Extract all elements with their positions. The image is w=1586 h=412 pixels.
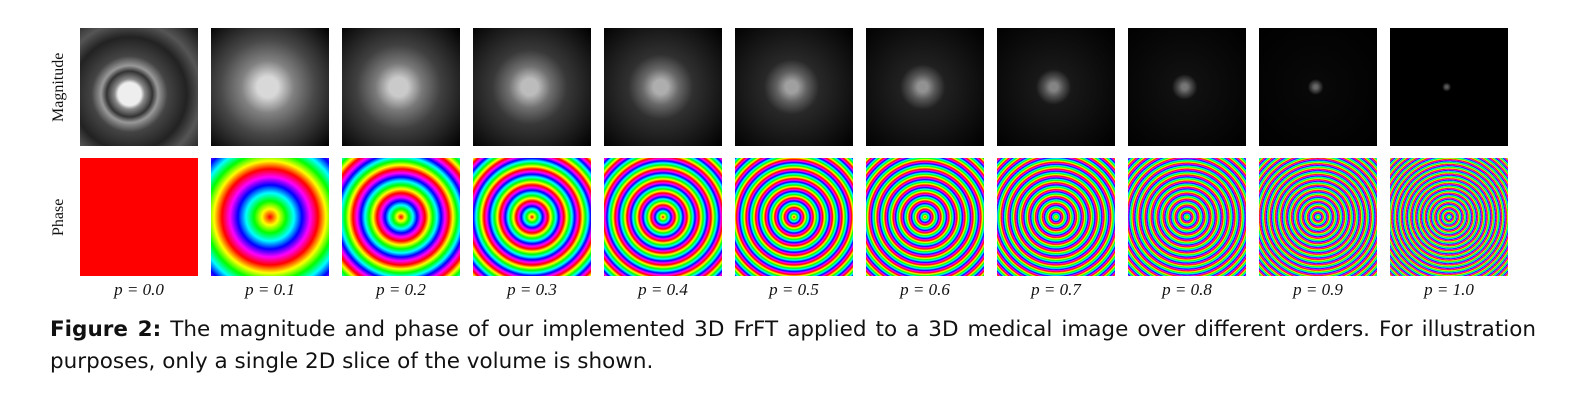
row-label: Phase [50, 198, 67, 236]
magnitude-image [866, 28, 984, 146]
column-label: p = 0.7 [1031, 280, 1081, 299]
column-label: p = 0.4 [638, 280, 688, 299]
phase-image [1259, 158, 1377, 276]
phase-image [997, 158, 1115, 276]
magnitude-image [211, 28, 329, 146]
row-label: Magnitude [50, 52, 67, 122]
magnitude-image [1128, 28, 1246, 146]
column-label: p = 0.6 [900, 280, 950, 299]
caption-label: Figure 2: [50, 317, 162, 342]
column-label: p = 0.3 [507, 280, 557, 299]
phase-image [473, 158, 591, 276]
phase-image [604, 158, 722, 276]
caption-text: The magnitude and phase of our implement… [50, 317, 1536, 374]
magnitude-image [80, 28, 198, 146]
phase-image [735, 158, 853, 276]
phase-image [1128, 158, 1246, 276]
column-label: p = 0.2 [376, 280, 426, 299]
magnitude-image [342, 28, 460, 146]
caption: Figure 2: The magnitude and phase of our… [50, 314, 1536, 378]
column-label: p = 0.0 [114, 280, 164, 299]
column-label: p = 0.1 [245, 280, 295, 299]
magnitude-image [473, 28, 591, 146]
column-label: p = 1.0 [1424, 280, 1474, 299]
phase-image [866, 158, 984, 276]
magnitude-image [1259, 28, 1377, 146]
column-label: p = 0.9 [1293, 280, 1343, 299]
magnitude-image [735, 28, 853, 146]
magnitude-image [997, 28, 1115, 146]
magnitude-image [604, 28, 722, 146]
phase-image [342, 158, 460, 276]
magnitude-image [1390, 28, 1508, 146]
column-label: p = 0.5 [769, 280, 819, 299]
column-label: p = 0.8 [1162, 280, 1212, 299]
phase-image [1390, 158, 1508, 276]
phase-image [80, 158, 198, 276]
phase-image [211, 158, 329, 276]
